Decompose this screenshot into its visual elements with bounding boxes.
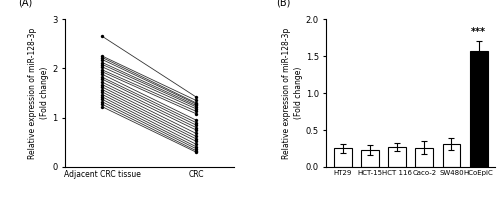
Point <box>192 126 200 129</box>
Point <box>192 147 200 150</box>
Point <box>192 121 200 124</box>
Point <box>192 137 200 141</box>
Point <box>98 54 106 58</box>
Point <box>98 90 106 94</box>
Bar <box>361 150 378 167</box>
Point <box>98 83 106 86</box>
Point <box>192 101 200 105</box>
Point <box>98 63 106 66</box>
Point <box>192 145 200 149</box>
Point <box>192 107 200 111</box>
Point <box>98 58 106 61</box>
Point <box>192 110 200 113</box>
Point <box>192 99 200 102</box>
Bar <box>388 147 406 167</box>
Point <box>98 88 106 91</box>
Point <box>192 140 200 143</box>
Y-axis label: Relative expression of miR-128-3p
(Fold change): Relative expression of miR-128-3p (Fold … <box>282 27 303 159</box>
Point <box>192 143 200 146</box>
Point <box>192 150 200 154</box>
Point <box>98 76 106 79</box>
Point <box>98 73 106 76</box>
Point <box>98 85 106 89</box>
Point <box>192 95 200 99</box>
Point <box>98 68 106 72</box>
Point <box>192 135 200 138</box>
Point <box>98 56 106 59</box>
Point <box>98 35 106 38</box>
Point <box>98 105 106 108</box>
Bar <box>470 51 488 167</box>
Point <box>192 132 200 135</box>
Point <box>98 61 106 64</box>
Text: ***: *** <box>471 27 486 37</box>
Bar <box>442 144 460 167</box>
Point <box>192 112 200 116</box>
Point <box>98 100 106 104</box>
Y-axis label: Relative expression of miR-128-3p
(Fold change): Relative expression of miR-128-3p (Fold … <box>28 27 49 159</box>
Bar <box>416 148 433 167</box>
Point <box>192 102 200 106</box>
Point <box>192 104 200 107</box>
Point <box>98 98 106 101</box>
Point <box>192 119 200 122</box>
Point <box>192 105 200 108</box>
Text: (A): (A) <box>18 0 32 7</box>
Point <box>98 80 106 84</box>
Point <box>98 65 106 69</box>
Point <box>192 123 200 127</box>
Text: (B): (B) <box>276 0 290 7</box>
Point <box>98 93 106 96</box>
Point <box>98 70 106 74</box>
Point <box>98 78 106 81</box>
Point <box>98 103 106 106</box>
Bar <box>334 149 351 167</box>
Point <box>192 128 200 132</box>
Point <box>98 95 106 99</box>
Point <box>192 149 200 152</box>
